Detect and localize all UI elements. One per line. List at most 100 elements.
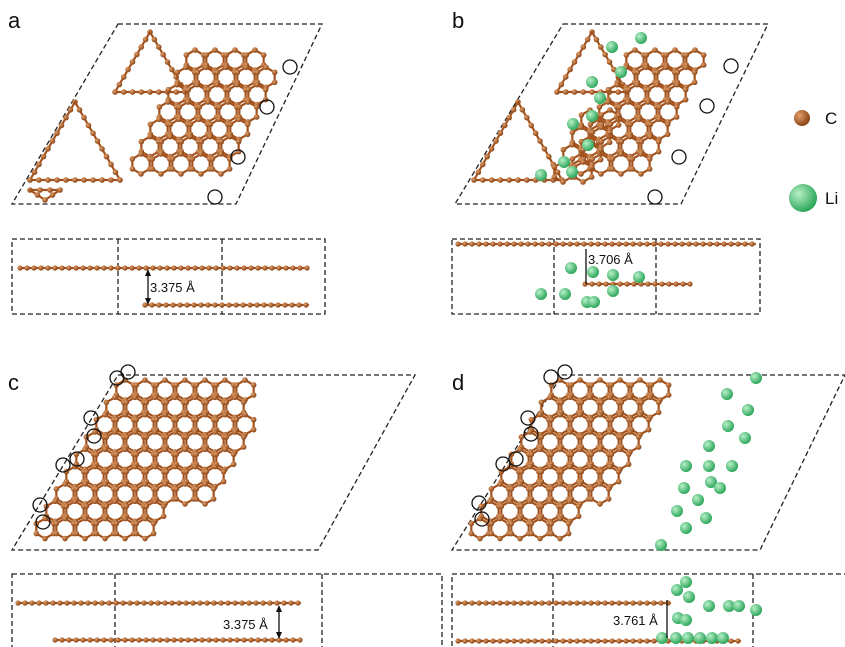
carbon-atom [158, 151, 164, 157]
panel-d-side-view: 3.761 Å [451, 573, 845, 647]
lithium-atom [586, 110, 598, 122]
carbon-atom [518, 638, 524, 644]
carbon-atom [609, 600, 615, 606]
carbon-atom [193, 486, 200, 492]
carbon-atom [184, 302, 190, 308]
carbon-atom [589, 129, 596, 136]
carbon-atom [223, 52, 230, 58]
lithium-atom [586, 76, 598, 88]
carbon-atom [182, 411, 188, 418]
carbon-atom [196, 104, 203, 110]
carbon-atom [242, 377, 248, 383]
carbon-atom [568, 382, 575, 388]
carbon-atom [588, 451, 595, 458]
carbon-atom [616, 638, 622, 644]
carbon-atom [72, 177, 78, 183]
carbon-atom [477, 515, 483, 522]
carbon-atom [185, 265, 191, 271]
carbon-atom [262, 637, 268, 643]
carbon-atom [624, 281, 630, 287]
carbon-atom [547, 429, 553, 435]
carbon-atom [260, 52, 267, 58]
carbon-atom [125, 66, 131, 73]
carbon-atom [83, 503, 90, 510]
carbon-atom [547, 394, 553, 401]
carbon-atom [515, 177, 521, 183]
carbon-atom [92, 463, 98, 470]
carbon-atom [618, 138, 625, 145]
carbon-atom [683, 64, 689, 71]
carbon-atom [171, 637, 177, 643]
carbon-atom [651, 638, 657, 644]
panel-b-marker-2 [699, 98, 715, 114]
carbon-atom [271, 69, 278, 76]
carbon-atom [655, 399, 662, 406]
carbon-atom [138, 89, 145, 95]
carbon-atom [608, 382, 615, 388]
carbon-atom [517, 446, 523, 453]
carbon-atom [232, 429, 238, 435]
panel-d-upper-layer [455, 600, 672, 606]
carbon-atom [156, 116, 162, 123]
carbon-atom [567, 429, 573, 435]
carbon-atom [578, 434, 585, 440]
carbon-atom [578, 468, 585, 475]
carbon-atom [647, 394, 653, 401]
panel-c-lower-layer [52, 637, 303, 643]
carbon-atom [160, 51, 166, 58]
lithium-atom [567, 118, 579, 130]
carbon-atom [182, 377, 188, 383]
carbon-atom [220, 637, 226, 643]
carbon-atom [595, 241, 601, 247]
lithium-atom [742, 404, 754, 416]
carbon-atom [85, 122, 92, 129]
carbon-atom [198, 171, 204, 177]
carbon-atom [199, 265, 205, 271]
carbon-atom [120, 89, 127, 95]
carbon-atom [152, 498, 158, 505]
carbon-atom [112, 463, 118, 470]
carbon-atom [627, 133, 633, 140]
carbon-atom [183, 600, 189, 606]
carbon-atom [476, 638, 482, 644]
carbon-atom [172, 394, 178, 401]
carbon-atom [497, 177, 504, 183]
carbon-atom [504, 638, 510, 644]
carbon-atom [577, 411, 583, 418]
carbon-atom [193, 496, 200, 502]
carbon-atom [618, 399, 625, 406]
carbon-atom [634, 69, 641, 76]
carbon-atom [597, 156, 604, 163]
carbon-atom [205, 99, 211, 105]
legend: C Li [789, 109, 838, 212]
carbon-atom [129, 265, 135, 271]
carbon-atom [226, 302, 232, 308]
lithium-atom [594, 92, 606, 104]
carbon-atom [232, 394, 238, 401]
carbon-atom [178, 138, 185, 145]
carbon-atom [588, 382, 595, 388]
carbon-atom [93, 530, 100, 537]
carbon-atom [138, 151, 144, 157]
carbon-atom [608, 451, 615, 458]
carbon-atom [129, 89, 136, 95]
carbon-atom [142, 302, 148, 308]
panel-a-arrow-head-up [145, 269, 151, 276]
carbon-atom [203, 64, 209, 71]
carbon-atom [213, 637, 219, 643]
carbon-atom [537, 138, 543, 144]
carbon-atom [233, 302, 239, 308]
carbon-atom [476, 241, 482, 247]
carbon-atom [519, 107, 526, 113]
carbon-atom [250, 392, 257, 398]
carbon-atom [602, 638, 608, 644]
carbon-atom [205, 302, 211, 308]
carbon-atom [274, 600, 280, 606]
carbon-atom [578, 399, 585, 406]
carbon-atom [53, 486, 60, 492]
carbon-atom [518, 503, 525, 510]
carbon-atom [568, 451, 575, 458]
carbon-atom [82, 446, 88, 453]
carbon-atom [214, 81, 220, 88]
carbon-atom [193, 416, 200, 423]
